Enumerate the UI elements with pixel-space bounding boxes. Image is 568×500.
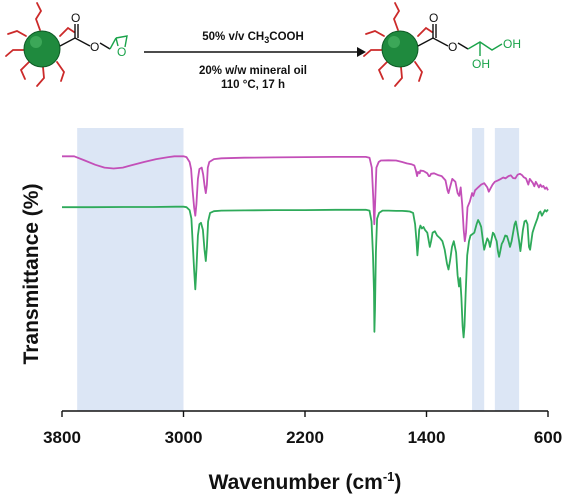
product-nanoparticle: O O OH OH [363,2,521,87]
condition-temperature-time: 110 °C, 17 h [221,79,285,91]
product-diol-chain [467,41,503,56]
x-axis-ticks: 3800 3000 2200 1400 600 [43,411,562,447]
x-tick-label-3000: 3000 [165,428,203,447]
shaded-region-2 [472,128,485,411]
condition-solvent: 20% w/w mineral oil [199,65,307,77]
spectrum-line-1 [62,155,549,243]
reactant-nanoparticle: O O O [5,2,128,87]
product-ester-o: O [448,40,457,54]
reactant-epoxide-ring [109,35,128,50]
shaded-regions [77,128,520,411]
reactant-epoxide-o: O [117,45,126,59]
x-tick-label-600: 600 [534,428,562,447]
reactant-polymer-arms [5,2,75,87]
product-carbonyl-o: O [429,11,438,25]
spectrum-line-2 [62,205,549,339]
product-polymer-arms [363,2,433,87]
shaded-region-3 [494,128,520,411]
reactant-particle-core [23,30,61,68]
product-ester-linker [417,24,469,50]
spectra-layer [62,155,549,339]
x-tick-label-1400: 1400 [408,428,446,447]
product-oh-secondary: OH [472,57,490,71]
reaction-arrow [144,47,366,57]
condition-acid: 50% v/v CH3COOH [202,31,304,45]
product-oh-terminal: OH [503,37,521,51]
x-tick-label-3800: 3800 [43,428,81,447]
x-tick-label-2200: 2200 [286,428,324,447]
reactant-carbonyl-o: O [71,11,80,25]
y-axis-label: Transmittance (%) [20,184,43,365]
reactant-ester-linker [59,24,111,50]
ftir-chart: 3800 3000 2200 1400 600 Wavenumber (cm-1) Tr… [20,128,562,494]
product-particle-core [381,30,419,68]
reactant-ester-o: O [90,40,99,54]
x-axis-label: Wavenumber (cm-1) [209,469,402,494]
reaction-scheme: O O O 50% v/v CH3COOH 20% w/w mineral oi… [5,2,521,91]
shaded-region-1 [77,128,184,411]
